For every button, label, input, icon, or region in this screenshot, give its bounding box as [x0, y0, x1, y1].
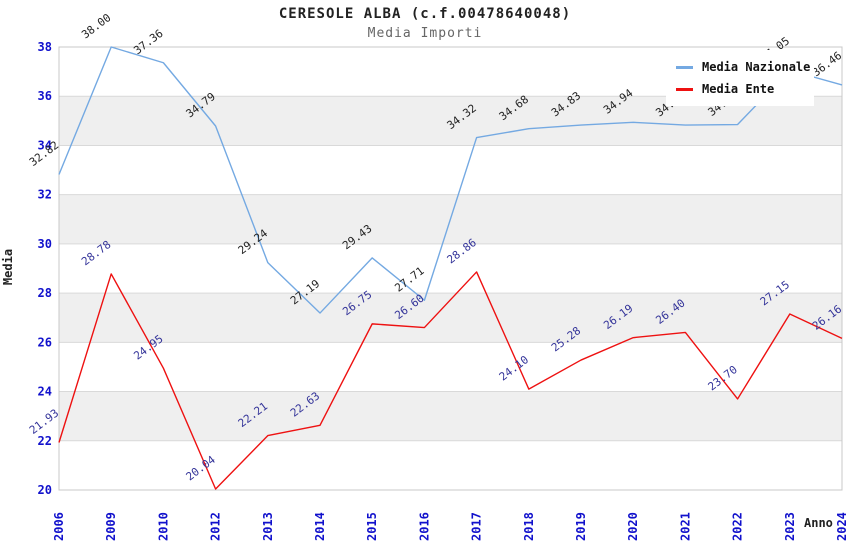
x-tick-label: 2010 — [156, 512, 170, 541]
x-tick-label: 2014 — [313, 512, 327, 541]
y-tick-label: 32 — [38, 188, 52, 202]
legend-label-media-nazionale: Media Nazionale — [702, 60, 811, 74]
x-tick-label: 2018 — [522, 512, 536, 541]
x-tick-label: 2019 — [574, 512, 588, 541]
plot-band — [59, 293, 842, 343]
y-tick-label: 36 — [38, 89, 52, 103]
legend: Media Nazionale Media Ente — [666, 50, 814, 106]
chart-title: CERESOLE ALBA (c.f.00478640048) — [278, 6, 572, 22]
x-tick-label: 2009 — [104, 512, 118, 541]
media-nazionale-line-swatch — [676, 65, 693, 69]
x-tick-label: 2012 — [209, 512, 223, 541]
y-tick-label: 28 — [38, 286, 52, 300]
x-tick-label: 2016 — [417, 512, 431, 541]
legend-item-media-ente: Media Ente — [676, 78, 810, 100]
data-point-label: 27.71 — [392, 264, 426, 294]
x-tick-label: 2021 — [678, 512, 692, 541]
x-axis-title: Anno — [804, 516, 833, 530]
data-point-label: 20.04 — [184, 453, 219, 484]
x-tick-label: 2024 — [835, 512, 849, 541]
series-line-media-nazionale — [58, 46, 843, 314]
y-tick-label: 26 — [38, 335, 52, 349]
media-ente-line-swatch — [676, 87, 693, 91]
x-tick-label: 2006 — [52, 512, 66, 541]
data-point-label: 36.46 — [810, 49, 844, 79]
legend-item-media-nazionale: Media Nazionale — [676, 56, 810, 78]
y-tick-label: 34 — [38, 138, 52, 152]
y-tick-label: 20 — [38, 483, 52, 497]
data-point-label: 24.10 — [497, 353, 531, 383]
y-axis-title: Media — [1, 248, 15, 286]
data-point-label: 21.93 — [27, 407, 61, 437]
plot-band — [59, 391, 842, 441]
data-point-label: 23.70 — [706, 363, 740, 393]
plot-border — [58, 46, 843, 491]
x-tick-label: 2023 — [783, 512, 797, 541]
x-tick-label: 2015 — [365, 512, 379, 541]
y-tick-label: 24 — [38, 385, 52, 399]
legend-label-media-ente: Media Ente — [702, 82, 775, 96]
y-tick-label: 22 — [38, 434, 52, 448]
x-tick-label: 2022 — [731, 512, 745, 541]
x-tick-label: 2020 — [626, 512, 640, 541]
y-tick-label: 38 — [38, 40, 52, 54]
x-tick-label: 2017 — [470, 512, 484, 541]
chart-subtitle: Media Importi — [367, 26, 483, 41]
x-tick-label: 2013 — [261, 512, 275, 541]
series-line-media-ente — [58, 271, 843, 490]
y-tick-label: 30 — [38, 237, 52, 251]
